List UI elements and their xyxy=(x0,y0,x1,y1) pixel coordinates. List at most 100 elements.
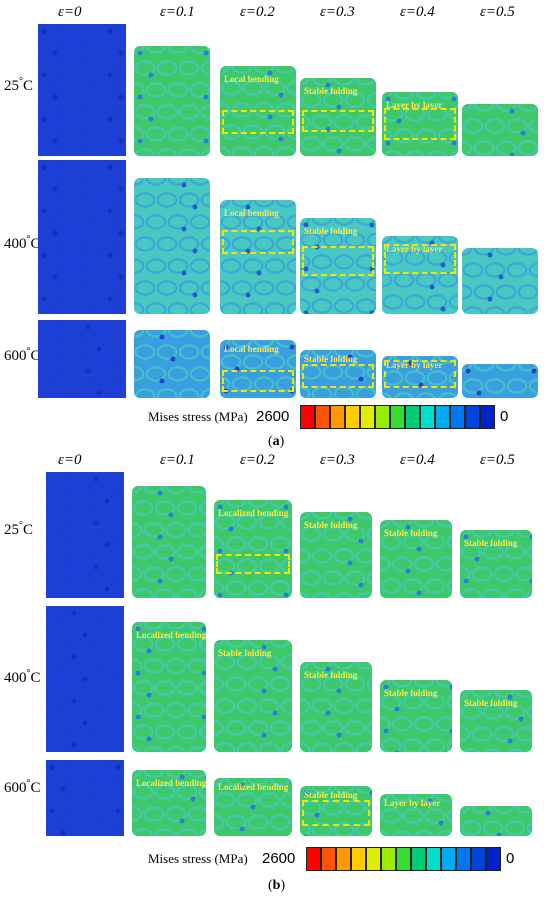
temp-value: 400 xyxy=(4,670,27,686)
temp-unit: ° xyxy=(26,346,31,357)
b-colorbar-swatch-10 xyxy=(456,847,471,871)
a-annotation-r2-3: Stable folding xyxy=(304,354,358,364)
b-colorbar-swatch-8 xyxy=(426,847,441,871)
b-temp-label-2: 600°C xyxy=(4,778,41,797)
b-colorbar-swatch-3 xyxy=(351,847,366,871)
a-r2-strain-4: Layer by layer xyxy=(382,356,458,398)
strain-header-3: ε=0.3 xyxy=(320,452,355,468)
a-highlight-r2-3 xyxy=(302,364,374,388)
temp-unit: ° xyxy=(19,520,23,531)
a-r2-strain-5 xyxy=(462,364,538,398)
b-highlight-r2-3 xyxy=(302,800,370,826)
strain-header-1: ε=0.1 xyxy=(160,452,195,468)
b-temp-label-0: 25°C xyxy=(4,520,33,539)
a-legend-label: Mises stress (MPa) xyxy=(148,409,248,424)
temp-unit: ° xyxy=(26,668,31,679)
a-annotation-r0-4: Layer by layer xyxy=(386,100,443,110)
strain-header-2: ε=0.2 xyxy=(240,452,275,468)
temp-value: 25 xyxy=(4,522,19,538)
a-annotation-r0-2: Local bending xyxy=(224,74,279,84)
a-r0-strain-4: Layer by layer xyxy=(382,92,458,156)
b-r2-strain-0 xyxy=(46,760,124,836)
caption-close: ) xyxy=(280,878,286,893)
a-annotation-r1-2: Local bending xyxy=(224,208,279,218)
b-colorbar-swatch-4 xyxy=(366,847,381,871)
a-temp-label-1: 400°C xyxy=(4,234,41,253)
a-r1-strain-0 xyxy=(38,160,126,314)
temp-value: 400 xyxy=(4,236,27,252)
a-colorbar-swatch-4 xyxy=(360,405,375,429)
b-annotation-r1-2: Stable folding xyxy=(218,648,272,658)
strain-header-0: ε=0 xyxy=(58,452,82,468)
a-r1-strain-2: Local bending xyxy=(220,200,296,314)
b-r0-strain-1 xyxy=(132,486,206,598)
a-caption: (a) xyxy=(268,434,284,450)
b-colorbar-swatch-1 xyxy=(321,847,336,871)
a-highlight-r1-3 xyxy=(302,246,374,276)
b-r0-strain-0 xyxy=(46,472,124,598)
strain-header-4: ε=0.4 xyxy=(400,4,435,20)
b-colorbar-swatch-2 xyxy=(336,847,351,871)
caption-close: ) xyxy=(279,434,285,449)
temp-unit: ° xyxy=(26,778,31,789)
a-colorbar-swatch-3 xyxy=(345,405,360,429)
temp-unit-letter: C xyxy=(30,670,41,686)
a-colorbar-swatch-11 xyxy=(465,405,480,429)
a-colorbar-swatch-5 xyxy=(375,405,390,429)
b-annotation-r0-5: Stable folding xyxy=(464,538,518,548)
b-colorbar-swatch-12 xyxy=(486,847,501,871)
a-colorbar-swatch-10 xyxy=(450,405,465,429)
b-annotation-r0-2: Localized bending xyxy=(218,508,289,518)
b-colorbar-swatch-7 xyxy=(411,847,426,871)
a-r2-strain-3: Stable folding xyxy=(300,350,376,398)
a-r0-strain-1 xyxy=(134,46,210,156)
b-r1-strain-0 xyxy=(46,606,124,752)
a-annotation-r0-3: Stable folding xyxy=(304,86,358,96)
a-highlight-r2-4 xyxy=(384,360,456,388)
b-legend-max: 2600 xyxy=(262,850,296,867)
temp-value: 25 xyxy=(4,78,19,94)
a-r2-strain-2: Local bending xyxy=(220,340,296,398)
b-colorbar-swatch-0 xyxy=(306,847,321,871)
a-annotation-r1-3: Stable folding xyxy=(304,226,358,236)
strain-header-4: ε=0.4 xyxy=(400,452,435,468)
b-r1-strain-3: Stable folding xyxy=(300,662,372,752)
strain-header-1: ε=0.1 xyxy=(160,4,195,20)
a-r1-strain-1 xyxy=(134,178,210,314)
b-r0-strain-4: Stable folding xyxy=(380,520,452,598)
a-colorbar-swatch-12 xyxy=(480,405,495,429)
b-annotation-r2-3: Stable folding xyxy=(304,790,358,800)
b-r2-strain-1: Localized bending xyxy=(132,770,206,836)
temp-value: 600 xyxy=(4,780,27,796)
a-colorbar-swatch-1 xyxy=(315,405,330,429)
a-highlight-r0-3 xyxy=(302,110,374,132)
b-r1-strain-5: Stable folding xyxy=(460,690,532,752)
a-colorbar-swatch-7 xyxy=(405,405,420,429)
caption-open: ( xyxy=(268,878,273,893)
strain-header-5: ε=0.5 xyxy=(480,452,515,468)
b-r2-strain-3: Stable folding xyxy=(300,786,372,836)
a-colorbar-swatch-6 xyxy=(390,405,405,429)
b-annotation-r2-2: Localized bending xyxy=(218,782,289,792)
a-highlight-r2-2 xyxy=(222,370,294,392)
b-annotation-r0-4: Stable folding xyxy=(384,528,438,538)
b-annotation-r2-4: Layer by layer xyxy=(384,798,441,808)
b-r0-strain-5: Stable folding xyxy=(460,530,532,598)
b-temp-label-1: 400°C xyxy=(4,668,41,687)
a-r0-strain-0 xyxy=(38,24,126,156)
a-colorbar-swatch-8 xyxy=(420,405,435,429)
a-r2-strain-0 xyxy=(38,320,126,398)
a-highlight-r1-2 xyxy=(222,230,294,254)
b-annotation-r1-3: Stable folding xyxy=(304,670,358,680)
caption-open: ( xyxy=(268,434,273,449)
temp-unit-letter: C xyxy=(30,780,41,796)
b-annotation-r0-3: Stable folding xyxy=(304,520,358,530)
b-colorbar xyxy=(306,847,501,871)
b-r1-strain-2: Stable folding xyxy=(214,640,292,752)
caption-letter: b xyxy=(272,878,281,893)
temp-unit-letter: C xyxy=(30,236,41,252)
temp-value: 600 xyxy=(4,348,27,364)
b-r2-strain-5 xyxy=(460,806,532,836)
a-temp-label-0: 25°C xyxy=(4,76,33,95)
strain-header-5: ε=0.5 xyxy=(480,4,515,20)
